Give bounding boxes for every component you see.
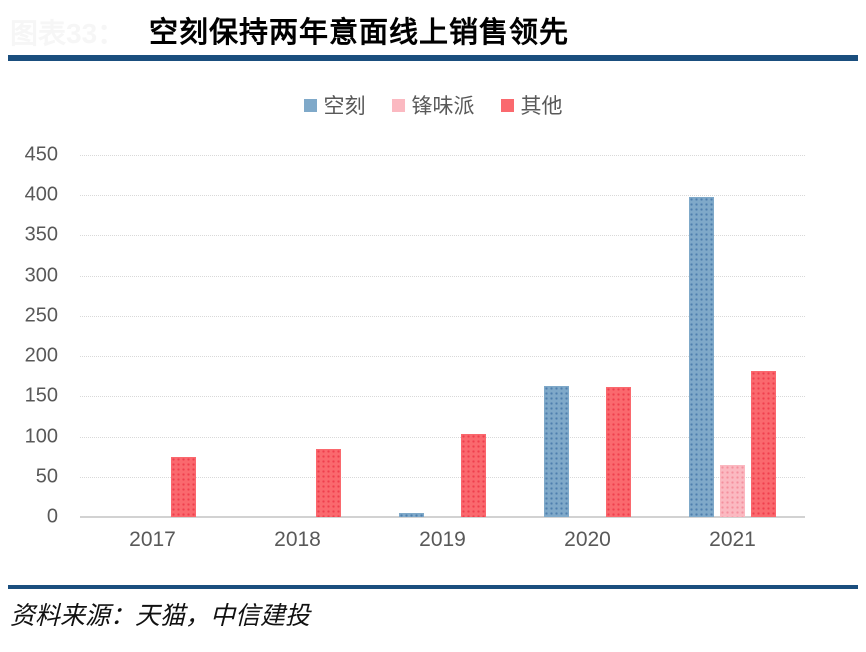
gridline [80, 235, 805, 237]
x-tick-label: 2020 [564, 528, 611, 551]
legend-swatch-icon [500, 98, 514, 112]
gridline [80, 476, 805, 478]
y-tick-label: 400 [24, 183, 58, 206]
y-tick-label: 0 [46, 505, 58, 528]
y-tick-label: 50 [35, 465, 58, 488]
gridline [80, 315, 805, 317]
y-tick-label: 150 [24, 384, 58, 407]
footer-divider-line [8, 585, 858, 589]
gridline [80, 436, 805, 438]
chart-title: 空刻保持两年意面线上销售领先 [149, 17, 570, 49]
gridline [80, 356, 805, 358]
legend-swatch-icon [391, 98, 405, 112]
gridline [80, 195, 805, 197]
x-tick-label: 2019 [419, 528, 466, 551]
figure-number-watermark: 图表33： [10, 18, 126, 49]
y-tick-label: 250 [24, 304, 58, 327]
y-tick-label: 200 [24, 344, 58, 367]
x-axis-baseline [80, 516, 805, 518]
gridline [80, 396, 805, 398]
bar-其他-2017 [171, 456, 196, 517]
title-divider-line [8, 55, 858, 61]
bar-其他-2021 [751, 370, 776, 517]
y-tick-label: 300 [24, 264, 58, 287]
y-axis: 0 50 100 150 200 250 300 350 400 450 [0, 144, 58, 528]
x-tick-label: 2021 [709, 528, 756, 551]
legend-label: 锋味派 [411, 95, 475, 118]
gridline [80, 275, 805, 277]
x-tick-label: 2018 [274, 528, 321, 551]
legend: 空刻 锋味派 其他 [0, 92, 866, 118]
bar-其他-2020 [606, 386, 631, 517]
bar-空刻-2020 [544, 385, 569, 517]
gridline [80, 155, 805, 156]
y-tick-label: 450 [24, 143, 58, 166]
x-axis: 2017 2018 2019 2020 2021 [80, 528, 805, 558]
bar-锋味派-2021 [720, 464, 745, 517]
y-tick-label: 350 [24, 223, 58, 246]
legend-label: 空刻 [323, 95, 366, 118]
bar-其他-2018 [316, 448, 341, 517]
bar-空刻-2021 [689, 196, 714, 517]
legend-label: 其他 [520, 95, 563, 118]
bar-其他-2019 [461, 434, 486, 517]
x-tick-label: 2017 [129, 528, 176, 551]
legend-swatch-icon [303, 98, 317, 112]
source-note: 资料来源：天猫，中信建投 [10, 603, 311, 630]
legend-item: 其他 [500, 90, 563, 120]
y-tick-label: 100 [24, 425, 58, 448]
plot-area [80, 155, 805, 518]
bar-空刻-2019 [399, 512, 424, 517]
legend-item: 空刻 [303, 90, 366, 120]
legend-item: 锋味派 [391, 90, 475, 120]
